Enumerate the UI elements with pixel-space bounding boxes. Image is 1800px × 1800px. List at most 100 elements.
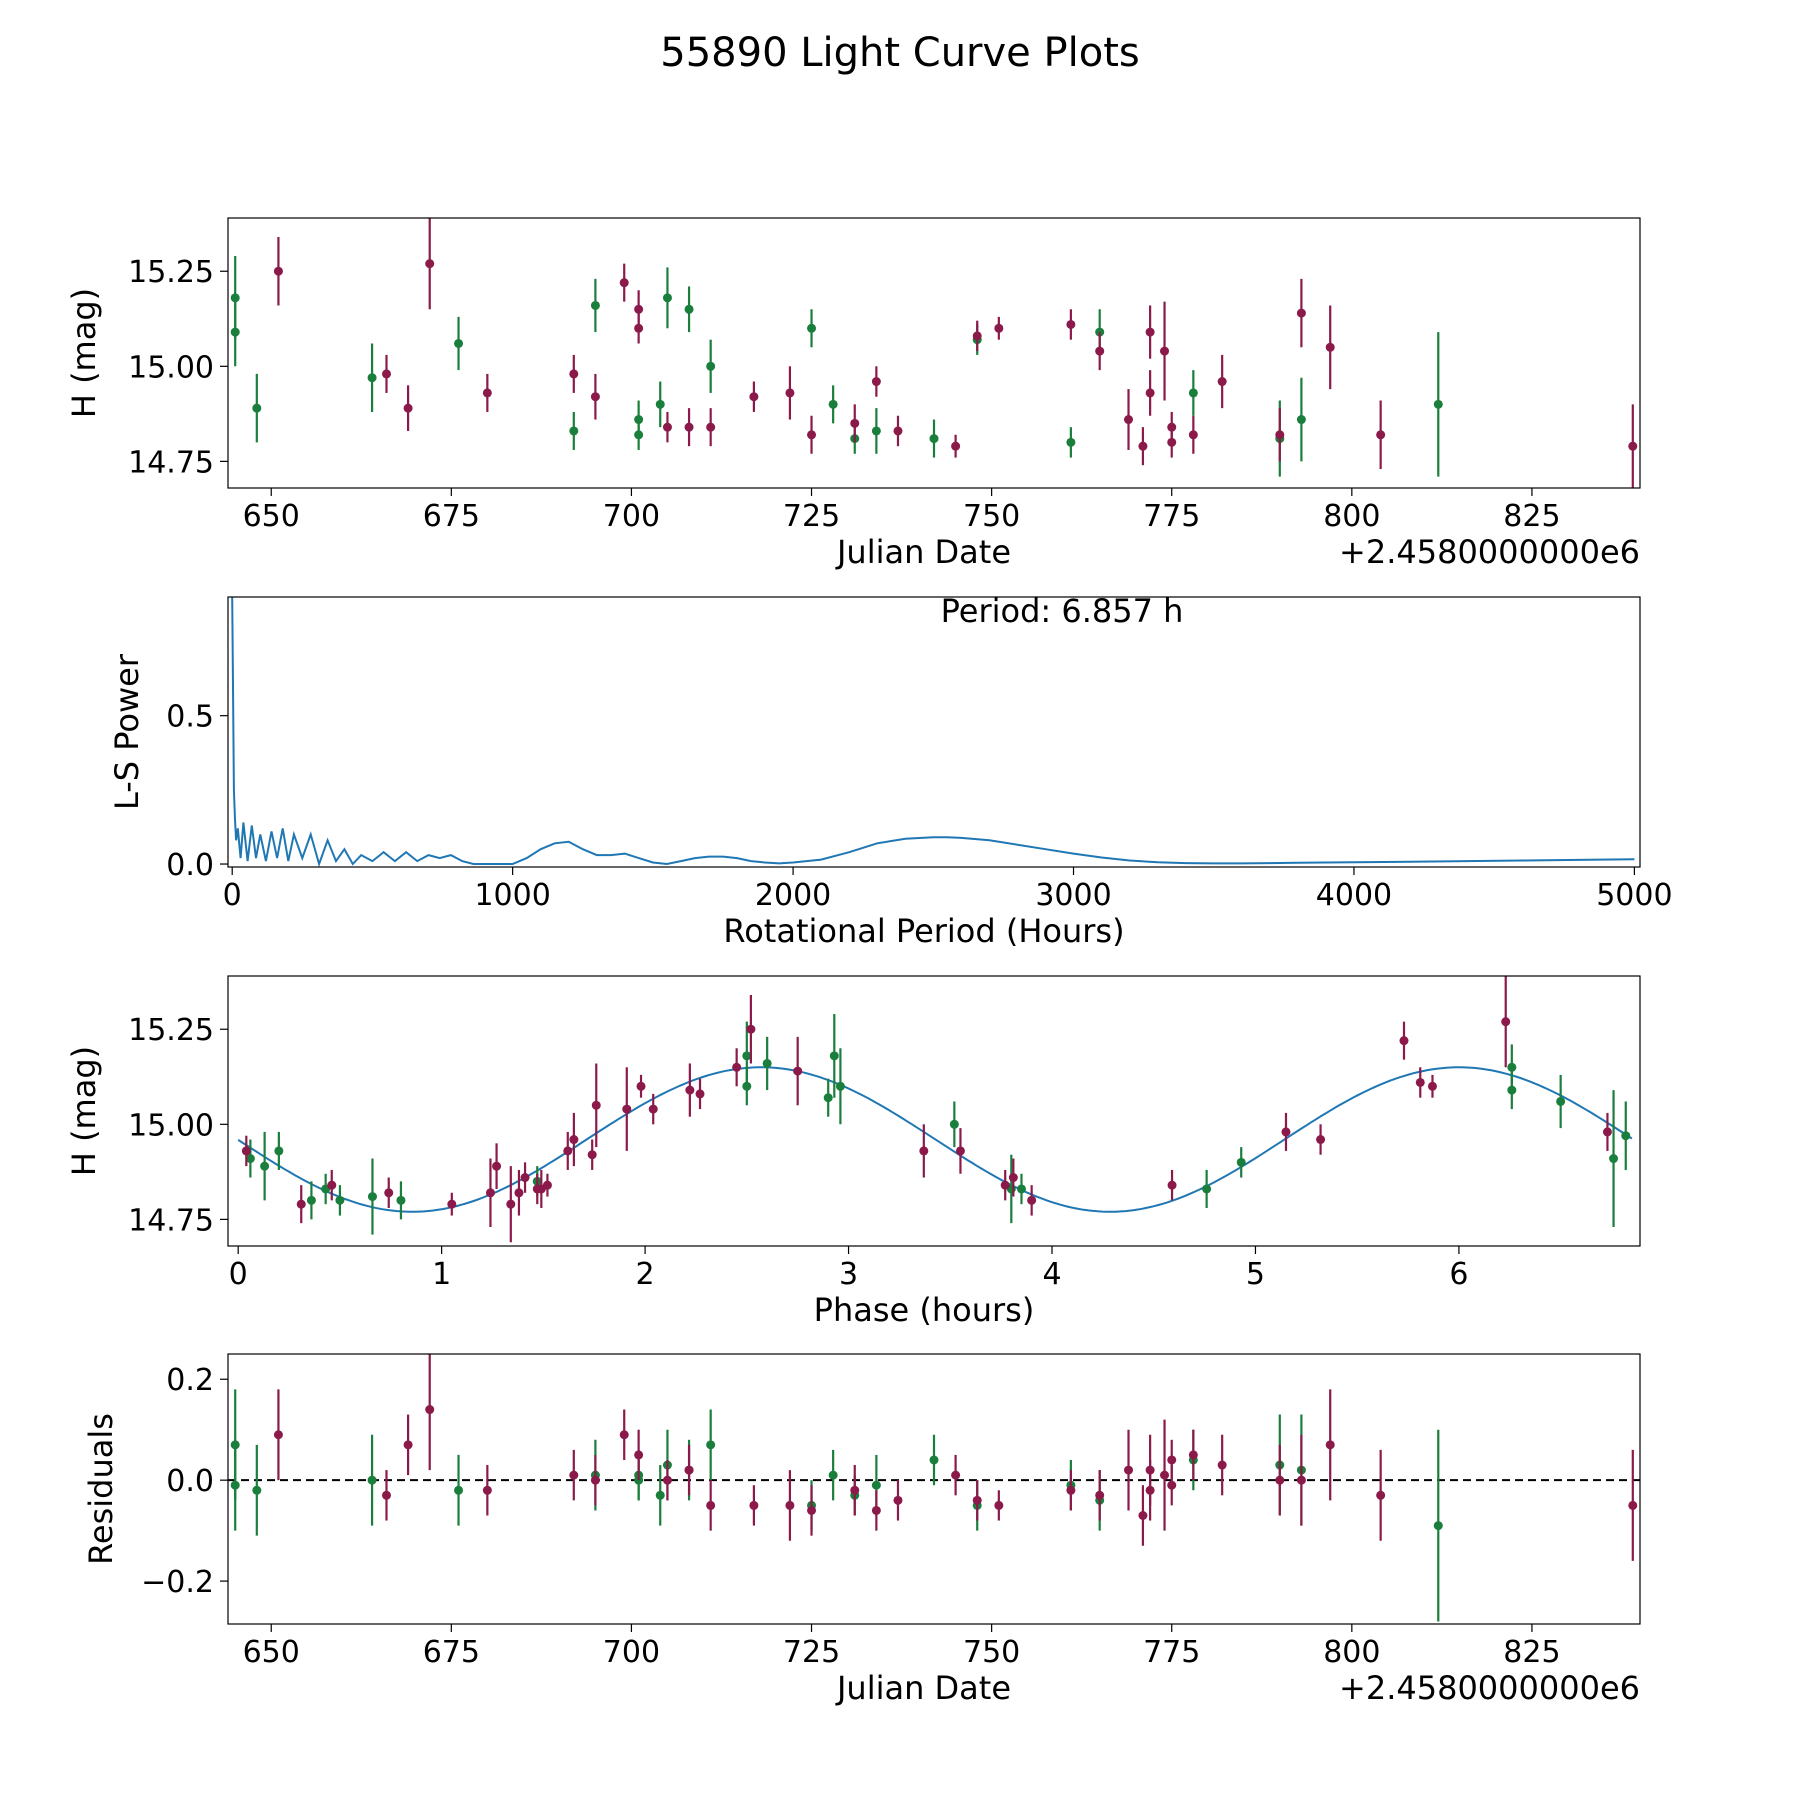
data-point xyxy=(785,388,795,398)
data-point xyxy=(850,418,860,428)
data-point xyxy=(1016,1184,1026,1194)
data-point xyxy=(951,441,961,451)
data-point xyxy=(1000,1180,1010,1190)
data-point xyxy=(871,377,881,387)
plot-area-lc xyxy=(230,218,1638,488)
data-point xyxy=(425,1405,435,1415)
axes-frame xyxy=(227,217,1641,489)
y-tick-label: 15.00 xyxy=(128,1108,214,1143)
x-tick-label: 0 xyxy=(223,878,242,913)
data-point xyxy=(919,1146,929,1156)
x-tick-label: 675 xyxy=(423,1635,480,1670)
data-point xyxy=(634,304,644,314)
data-point xyxy=(746,1024,756,1034)
data-point xyxy=(828,1470,838,1480)
data-point xyxy=(590,300,600,310)
subplot-phase: 0 1 2 3 4 5 6 14.75 15.00 15.25 Phase (hours) H (ma… xyxy=(65,975,1641,1329)
data-point xyxy=(587,1150,597,1160)
data-point xyxy=(241,1146,251,1156)
data-point xyxy=(785,1500,795,1510)
data-point xyxy=(1167,437,1177,447)
data-point xyxy=(506,1199,516,1209)
data-point xyxy=(706,422,716,432)
y-tick-label: 14.75 xyxy=(128,1203,214,1238)
data-point xyxy=(1167,1455,1177,1465)
data-point xyxy=(619,1430,629,1440)
data-point xyxy=(296,1199,306,1209)
y-tick-label: −0.2 xyxy=(141,1565,214,1600)
x-axis-label: Phase (hours) xyxy=(814,1291,1035,1329)
data-point xyxy=(1027,1195,1037,1205)
data-point xyxy=(1145,327,1155,337)
data-point xyxy=(1095,1490,1105,1500)
data-point xyxy=(1217,377,1227,387)
x-tick-label: 725 xyxy=(783,499,840,534)
x-tick-label: 825 xyxy=(1503,1635,1560,1670)
data-point xyxy=(425,259,435,269)
data-point xyxy=(1609,1154,1619,1164)
data-point xyxy=(706,1500,716,1510)
y-tick-label: 15.00 xyxy=(128,350,214,385)
data-point xyxy=(1415,1077,1425,1087)
data-point xyxy=(742,1051,752,1061)
data-point xyxy=(1066,1485,1076,1495)
data-point xyxy=(252,403,262,413)
data-point xyxy=(252,1485,262,1495)
data-point xyxy=(762,1058,772,1068)
x-tick-label: 2000 xyxy=(755,878,831,913)
data-point xyxy=(1138,441,1148,451)
y-axis-label: Residuals xyxy=(82,1413,120,1565)
x-tick-label: 800 xyxy=(1323,499,1380,534)
x-tick-label: 750 xyxy=(963,1635,1020,1670)
data-point xyxy=(569,426,579,436)
data-point xyxy=(563,1146,573,1156)
data-point xyxy=(706,361,716,371)
data-point xyxy=(807,1505,817,1515)
data-point xyxy=(695,1089,705,1099)
data-point xyxy=(807,430,817,440)
data-point xyxy=(636,1081,646,1091)
data-point xyxy=(1167,1480,1177,1490)
data-point xyxy=(381,369,391,379)
data-point xyxy=(1281,1127,1291,1137)
y-tick-label: 0.5 xyxy=(166,700,214,735)
x-tick-label: 5 xyxy=(1246,1257,1265,1292)
data-point xyxy=(829,1051,839,1061)
data-point xyxy=(396,1195,406,1205)
plot-area-ls xyxy=(231,597,1635,867)
data-point xyxy=(684,422,694,432)
data-point xyxy=(807,323,817,333)
series-maroon xyxy=(273,218,1638,488)
data-point xyxy=(893,1495,903,1505)
data-point xyxy=(823,1093,833,1103)
data-point xyxy=(742,1081,752,1091)
data-point xyxy=(951,1470,961,1480)
data-point xyxy=(569,1135,579,1145)
data-point xyxy=(1095,346,1105,356)
x-tick-label: 775 xyxy=(1143,499,1200,534)
data-point xyxy=(230,327,240,337)
fit-curve xyxy=(237,1066,1633,1213)
data-point xyxy=(655,1490,665,1500)
data-point xyxy=(273,266,283,276)
data-point xyxy=(972,331,982,341)
data-point xyxy=(403,1440,413,1450)
data-point xyxy=(590,1475,600,1485)
data-point xyxy=(684,304,694,314)
data-point xyxy=(1145,1485,1155,1495)
x-axis-offset: +2.4580000000e6 xyxy=(1339,1669,1640,1707)
data-point xyxy=(492,1161,502,1171)
x-tick-label: 825 xyxy=(1503,499,1560,534)
axes-frame xyxy=(227,975,1641,1247)
y-tick-label: 0.0 xyxy=(166,1464,214,1499)
data-point xyxy=(1325,1440,1335,1450)
y-tick-label: 0.2 xyxy=(166,1363,214,1398)
x-axis-label: Julian Date xyxy=(835,533,1011,571)
y-tick-label: 15.25 xyxy=(128,1013,214,1048)
x-tick-label: 6 xyxy=(1449,1257,1468,1292)
data-point xyxy=(1507,1062,1517,1072)
x-tick-label: 700 xyxy=(603,1635,660,1670)
y-tick-label: 15.25 xyxy=(128,255,214,290)
